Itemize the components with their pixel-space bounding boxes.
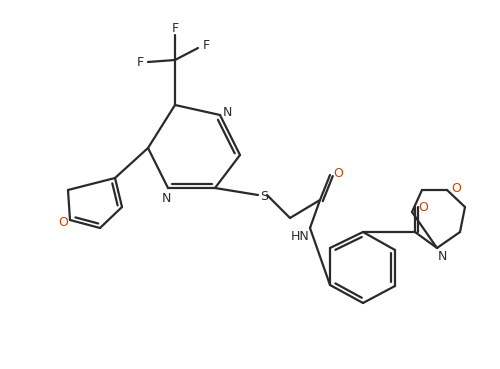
Text: F: F (136, 55, 143, 69)
Text: F: F (202, 38, 209, 52)
Text: O: O (451, 182, 461, 194)
Text: F: F (172, 21, 178, 34)
Text: S: S (260, 190, 268, 203)
Text: O: O (58, 215, 68, 228)
Text: N: N (222, 106, 232, 118)
Text: O: O (418, 200, 428, 214)
Text: N: N (438, 249, 446, 262)
Text: O: O (333, 166, 343, 179)
Text: N: N (162, 192, 170, 204)
Text: HN: HN (290, 230, 310, 242)
